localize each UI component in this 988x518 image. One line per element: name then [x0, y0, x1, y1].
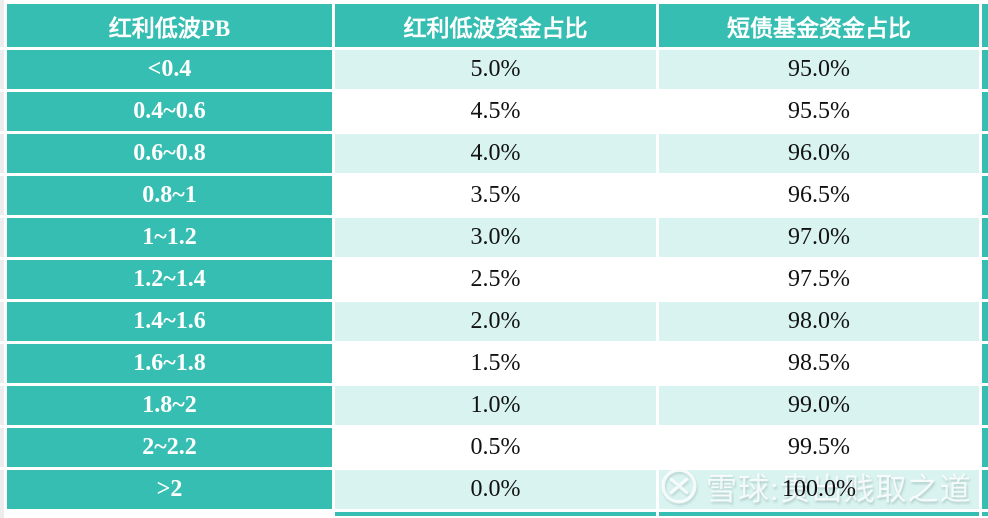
cell-pb-range: 0.8~1 [7, 176, 332, 215]
cell-bond-allocation: 96.0% [659, 134, 979, 173]
page-edge-sliver [0, 428, 4, 467]
page-edge-sliver [0, 4, 4, 47]
page-edge-sliver [0, 302, 4, 341]
cropped-column-sliver [982, 92, 988, 131]
page-edge-sliver [0, 176, 4, 215]
table-row: 1~1.2 3.0% 97.0% [0, 218, 988, 257]
column-header-bond-allocation: 短债基金资金占比 [659, 4, 979, 47]
cell-dividend-allocation: 0.0% [335, 470, 656, 509]
cell-dividend-allocation: 2.5% [335, 260, 656, 299]
cell-dividend-allocation: 5.0% [335, 50, 656, 89]
cell-bond-allocation: 96.5% [659, 176, 979, 215]
table-row: 0.4~0.6 4.5% 95.5% [0, 92, 988, 131]
cropped-column-sliver [982, 344, 988, 383]
cell-bond-allocation: 100.0% [659, 470, 979, 509]
table-row: 0.6~0.8 4.0% 96.0% [0, 134, 988, 173]
page-edge-sliver [0, 470, 4, 509]
page-edge-sliver [0, 386, 4, 425]
cell-bond-allocation: 98.0% [659, 302, 979, 341]
cell-pb-range: 1.2~1.4 [7, 260, 332, 299]
cell-pb-range: 1.4~1.6 [7, 302, 332, 341]
page-edge-top-left [0, 0, 4, 4]
table-row: 0.8~1 3.5% 96.5% [0, 176, 988, 215]
allocation-table: 红利低波PB 红利低波资金占比 短债基金资金占比 <0.4 5.0% 95.0% 0.… [0, 4, 988, 516]
page-edge-sliver [0, 50, 4, 89]
page-edge-sliver [0, 134, 4, 173]
cropped-column-sliver [982, 218, 988, 257]
cell-bond-allocation: 99.0% [659, 386, 979, 425]
cell-dividend-allocation: 4.5% [335, 92, 656, 131]
cell-pb-range: 1~1.2 [7, 218, 332, 257]
cropped-column-sliver [982, 470, 988, 509]
cell-dividend-allocation: 3.0% [335, 218, 656, 257]
cell-dividend-allocation: 4.0% [335, 134, 656, 173]
table-row: 1.8~2 1.0% 99.0% [0, 386, 988, 425]
table-row: 2~2.2 0.5% 99.5% [0, 428, 988, 467]
cell-bond-allocation: 98.5% [659, 344, 979, 383]
cropped-column-sliver [982, 302, 988, 341]
cell-bond-allocation: 99.5% [659, 428, 979, 467]
page-edge-sliver [0, 92, 4, 131]
cropped-column-sliver [982, 260, 988, 299]
cell-dividend-allocation: 1.5% [335, 344, 656, 383]
table-bottom-border [0, 512, 988, 516]
column-header-dividend-allocation: 红利低波资金占比 [335, 4, 656, 47]
cell-pb-range: 0.4~0.6 [7, 92, 332, 131]
table-row: 1.2~1.4 2.5% 97.5% [0, 260, 988, 299]
page-edge-bottom-left [0, 509, 4, 518]
cell-pb-range: 0.6~0.8 [7, 134, 332, 173]
page-edge-sliver [0, 218, 4, 257]
cell-dividend-allocation: 0.5% [335, 428, 656, 467]
cell-pb-range: 1.6~1.8 [7, 344, 332, 383]
cell-bond-allocation: 95.0% [659, 50, 979, 89]
cell-pb-range: >2 [7, 470, 332, 509]
page-edge-sliver [0, 260, 4, 299]
cropped-column-sliver [982, 428, 988, 467]
cropped-column-sliver [982, 50, 988, 89]
page-edge-sliver [0, 344, 4, 383]
cell-bond-allocation: 95.5% [659, 92, 979, 131]
cropped-column-sliver [982, 176, 988, 215]
cell-bond-allocation: 97.0% [659, 218, 979, 257]
cropped-column-sliver [982, 386, 988, 425]
cell-pb-range: 1.8~2 [7, 386, 332, 425]
table-row: 1.6~1.8 1.5% 98.5% [0, 344, 988, 383]
table-row: 1.4~1.6 2.0% 98.0% [0, 302, 988, 341]
header-row: 红利低波PB 红利低波资金占比 短债基金资金占比 [0, 4, 988, 47]
table-row: >2 0.0% 100.0% [0, 470, 988, 509]
table-rows: <0.4 5.0% 95.0% 0.4~0.6 4.5% 95.5% 0.6~0.8 4.0%… [0, 50, 988, 509]
cell-bond-allocation: 97.5% [659, 260, 979, 299]
cropped-column-sliver [982, 134, 988, 173]
cell-dividend-allocation: 3.5% [335, 176, 656, 215]
cell-pb-range: 2~2.2 [7, 428, 332, 467]
cell-dividend-allocation: 1.0% [335, 386, 656, 425]
cell-pb-range: <0.4 [7, 50, 332, 89]
column-header-pb: 红利低波PB [7, 4, 332, 47]
table-row: <0.4 5.0% 95.0% [0, 50, 988, 89]
cropped-column-sliver [982, 4, 988, 47]
cell-dividend-allocation: 2.0% [335, 302, 656, 341]
